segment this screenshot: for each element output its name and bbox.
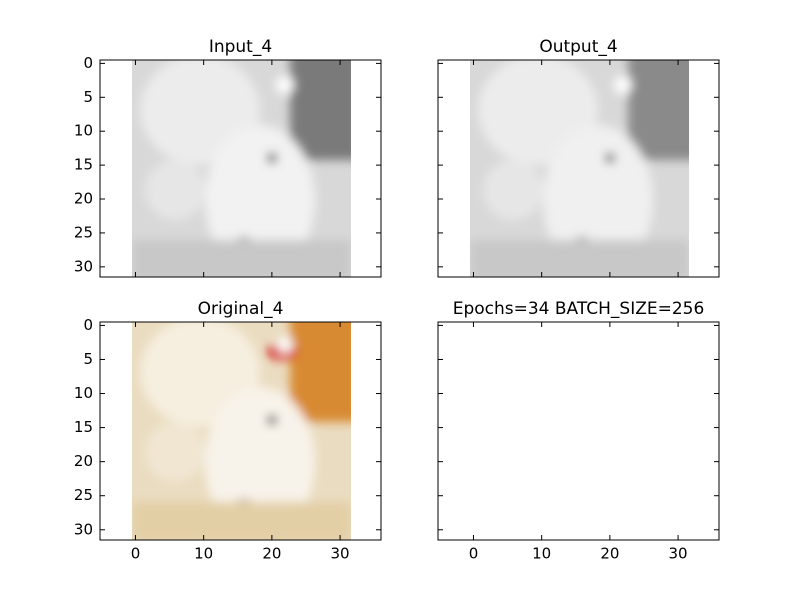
y-tick-label: 30 xyxy=(74,257,93,275)
subplot-title: Epochs=34 BATCH_SIZE=256 xyxy=(453,299,705,319)
x-tick-label: 10 xyxy=(532,545,551,563)
y-tick-label: 15 xyxy=(74,418,93,436)
y-tick-label: 30 xyxy=(74,520,93,538)
axes-frame xyxy=(99,59,382,278)
image-gray-output xyxy=(470,60,689,277)
x-tick-label: 30 xyxy=(331,545,350,563)
axes-frame xyxy=(437,321,720,541)
x-tick-label: 20 xyxy=(600,545,619,563)
y-tick-label: 20 xyxy=(74,190,93,208)
x-tick-label: 10 xyxy=(194,545,213,563)
y-tick-label: 5 xyxy=(83,350,93,368)
subplot-title: Input_4 xyxy=(209,37,272,57)
y-tick-label: 0 xyxy=(83,54,93,72)
x-tick-label: 0 xyxy=(131,545,141,563)
y-tick-label: 0 xyxy=(83,316,93,334)
x-tick-label: 20 xyxy=(262,545,281,563)
subplot-title: Original_4 xyxy=(198,299,284,319)
y-tick-label: 10 xyxy=(74,122,93,140)
y-tick-label: 25 xyxy=(74,486,93,504)
y-tick-label: 20 xyxy=(74,452,93,470)
axes-frame xyxy=(99,321,382,541)
y-tick-label: 5 xyxy=(83,88,93,106)
y-tick-label: 10 xyxy=(74,384,93,402)
y-tick-label: 25 xyxy=(74,223,93,241)
x-tick-label: 30 xyxy=(669,545,688,563)
image-color xyxy=(132,322,351,540)
y-tick-label: 15 xyxy=(74,156,93,174)
axes-frame xyxy=(437,59,720,278)
image-gray xyxy=(132,60,351,277)
subplot-title: Output_4 xyxy=(539,37,617,57)
x-tick-label: 0 xyxy=(469,545,479,563)
